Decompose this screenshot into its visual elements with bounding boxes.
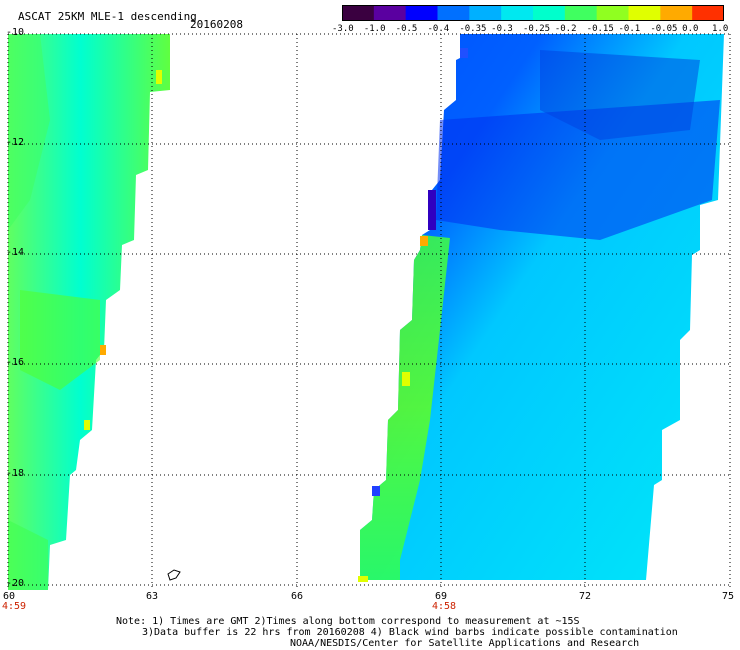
color-scale-segment [692, 5, 724, 21]
color-scale-tick-label: -1.0 [363, 24, 386, 34]
lon-label: 75 [722, 591, 735, 602]
color-scale-tick-label: -0.2 [554, 24, 577, 34]
map-title: ASCAT 25KM MLE-1 descending [18, 10, 197, 23]
west-swath [8, 34, 170, 590]
color-scale-bar [342, 5, 724, 21]
color-scale-tick-label: -0.4 [427, 24, 450, 34]
color-scale-border [342, 5, 724, 21]
color-scale-segment [437, 5, 470, 21]
lat-label: -10 [6, 27, 25, 38]
lon-label: 60 [3, 591, 16, 602]
note-line-1: Note: 1) Times are GMT 2)Times along bot… [116, 616, 580, 627]
color-scale-tick-label: -0.05 [650, 24, 678, 34]
east-swath [358, 34, 724, 582]
graticule [7, 33, 731, 590]
lat-label: -12 [6, 137, 25, 148]
color-scale-segment [501, 5, 534, 21]
lon-label: 66 [291, 591, 304, 602]
color-scale-tick-label: -0.1 [618, 24, 641, 34]
note-line-2: 3)Data buffer is 22 hrs from 20160208 4)… [142, 627, 678, 638]
lat-label: -16 [6, 357, 25, 368]
lon-label: 72 [579, 591, 592, 602]
note-line-3: NOAA/NESDIS/Center for Satellite Applica… [290, 638, 640, 649]
color-scale-tick-label: -0.3 [491, 24, 513, 34]
color-scale-segment [342, 5, 375, 21]
lat-label: -20 [6, 578, 25, 589]
color-scale-segment [373, 5, 407, 21]
color-scale-tick-label: -3.0 [332, 24, 354, 34]
color-scale-segment [469, 5, 502, 21]
color-scale-tick-label: -0.35 [459, 24, 487, 34]
color-scale-segment [564, 5, 598, 21]
color-scale-tick-label: -0.25 [523, 24, 551, 34]
color-scale-segment [596, 5, 629, 21]
color-scale-segment [533, 5, 566, 21]
color-scale-tick-label: -0.5 [395, 24, 418, 34]
map-date: 20160208 [190, 18, 243, 31]
lon-label: 69 [435, 591, 448, 602]
lat-label: -18 [6, 468, 25, 479]
lon-label: 63 [146, 591, 159, 602]
color-scale-segment [660, 5, 693, 21]
pass-time-label: 4:58 [432, 601, 457, 612]
color-scale-segment [405, 5, 438, 21]
color-scale-tick-label: 0.0 [682, 24, 699, 34]
lat-label: -14 [6, 247, 25, 258]
color-scale-tick-label: -0.15 [586, 24, 614, 34]
pass-time-label: 4:59 [2, 601, 27, 612]
color-scale-segment [628, 5, 661, 21]
island-outline [167, 569, 181, 581]
color-scale-tick-label: 1.0 [712, 24, 729, 34]
